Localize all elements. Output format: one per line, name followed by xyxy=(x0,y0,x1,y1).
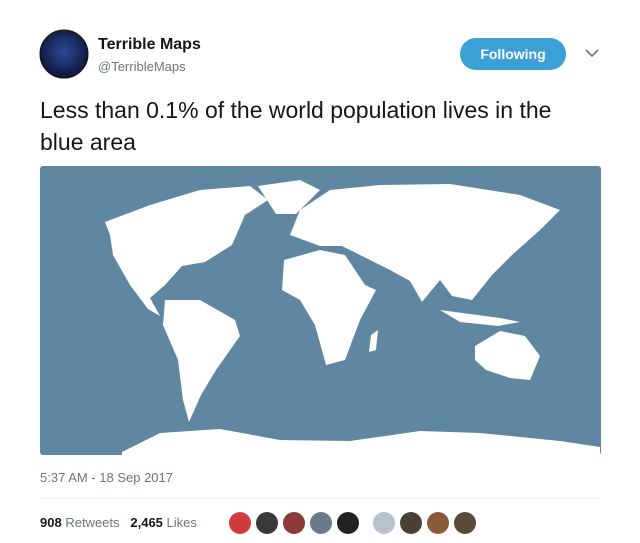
follow-button[interactable]: Following xyxy=(460,38,566,70)
retweet-label[interactable]: Retweets xyxy=(65,515,120,530)
map xyxy=(40,166,601,455)
stats: 908 Retweets 2,465 Likes xyxy=(40,515,197,530)
timestamp[interactable]: 5:37 AM - 18 Sep 2017 xyxy=(40,470,173,485)
like-label[interactable]: Likes xyxy=(166,515,197,530)
liker-avatars[interactable] xyxy=(229,512,476,534)
author-name[interactable]: Terrible Maps xyxy=(98,36,201,53)
handle[interactable]: @TerribleMaps xyxy=(98,59,186,74)
like-count[interactable]: 2,465 xyxy=(130,515,163,530)
retweet-count[interactable]: 908 xyxy=(40,515,62,530)
avatar[interactable] xyxy=(39,29,89,79)
menu-chevron[interactable] xyxy=(585,49,599,58)
tweet-text: Less than 0.1% of the world population l… xyxy=(40,97,552,155)
